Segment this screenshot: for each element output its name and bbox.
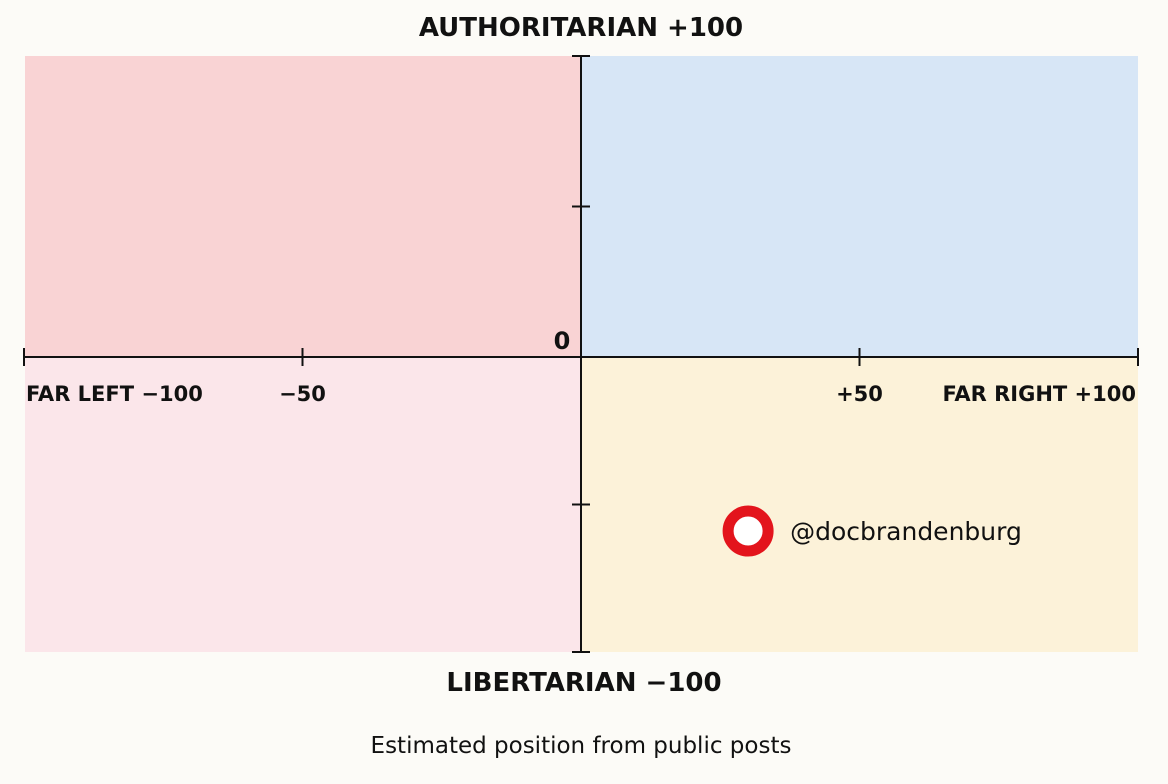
quadrant-bottom-left: [25, 357, 581, 652]
x-tick-label: +50: [836, 382, 883, 406]
data-point-marker: [722, 505, 774, 557]
x-tick-label: −50: [279, 382, 326, 406]
y-axis-top-label: AUTHORITARIAN +100: [419, 13, 743, 43]
quadrant-bottom-right: [581, 357, 1138, 652]
data-point-label: @docbrandenburg: [790, 517, 1022, 546]
data-points: @docbrandenburg: [722, 505, 1022, 557]
x-tick-label: FAR LEFT −100: [26, 382, 203, 406]
chart-caption: Estimated position from public posts: [371, 733, 792, 759]
origin-label: 0: [554, 327, 571, 355]
axis-ticks: [23, 55, 1139, 653]
quadrant-top-right: [581, 56, 1138, 357]
quadrant-top-left: [25, 56, 581, 357]
axis-tick-labels: FAR LEFT −100 −50 +50 FAR RIGHT +100: [26, 382, 1136, 406]
y-axis-bottom-label: LIBERTARIAN −100: [446, 668, 721, 698]
x-tick-label: FAR RIGHT +100: [942, 382, 1136, 406]
